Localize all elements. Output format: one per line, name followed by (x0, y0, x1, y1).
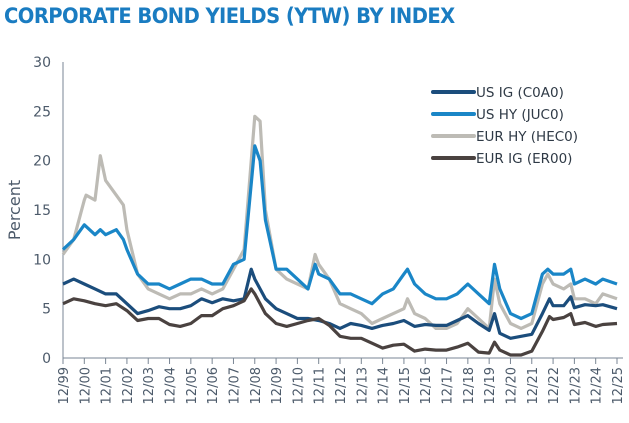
legend-label: US IG (C0A0) (476, 85, 564, 101)
x-tick-label: 12/02 (121, 367, 136, 404)
series-line-us-ig-c0a0 (62, 267, 618, 340)
x-tick-label: 12/17 (441, 367, 456, 404)
chart-title: CORPORATE BOND YIELDS (YTW) BY INDEX (4, 4, 455, 28)
legend-label: US HY (JUC0) (476, 107, 564, 123)
x-tick-label: 12/24 (590, 367, 605, 404)
x-tick-label: 12/99 (57, 367, 72, 404)
x-tick-label: 12/16 (419, 367, 434, 404)
x-tick-label: 12/20 (504, 367, 519, 404)
series-line-eur-ig-er00 (62, 287, 618, 357)
y-tick-label: 10 (33, 252, 51, 268)
y-tick-label: 25 (33, 104, 51, 120)
x-tick-label: 12/01 (100, 367, 115, 404)
x-tick-label: 12/22 (547, 367, 562, 404)
legend-label: EUR IG (ER00) (476, 151, 572, 167)
y-tick-label: 20 (33, 154, 51, 170)
legend-label: EUR HY (HEC0) (476, 129, 578, 145)
y-axis-label: Percent (5, 180, 24, 240)
x-tick-label: 12/08 (249, 367, 264, 404)
x-tick-label: 12/11 (313, 367, 328, 404)
x-tick-label: 12/10 (291, 367, 306, 404)
x-tick-label: 12/03 (142, 367, 157, 404)
x-tick-label: 12/23 (568, 367, 583, 404)
series-line-us-hy-juc0 (61, 144, 618, 321)
x-tick-label: 12/14 (377, 367, 392, 404)
x-tick-label: 12/12 (334, 367, 349, 404)
x-tick-label: 12/18 (462, 367, 477, 404)
x-tick-label: 12/05 (185, 367, 200, 404)
y-tick-label: 5 (42, 302, 51, 318)
x-tick-label: 12/06 (206, 367, 221, 404)
x-tick-label: 12/19 (483, 367, 498, 404)
series-line-eur-hy-hec0 (61, 114, 618, 330)
x-tick-label: 12/00 (78, 367, 93, 404)
x-tick-label: 12/13 (355, 367, 370, 404)
y-tick-label: 30 (33, 55, 51, 71)
x-tick-label: 12/09 (270, 367, 285, 404)
x-tick-label: 12/15 (398, 367, 413, 404)
x-tick-label: 12/04 (164, 367, 179, 404)
y-tick-label: 0 (42, 351, 51, 367)
x-tick-label: 12/25 (611, 367, 626, 404)
y-tick-label: 15 (33, 203, 51, 219)
x-tick-label: 12/07 (227, 367, 242, 404)
x-tick-label: 12/21 (526, 367, 541, 404)
